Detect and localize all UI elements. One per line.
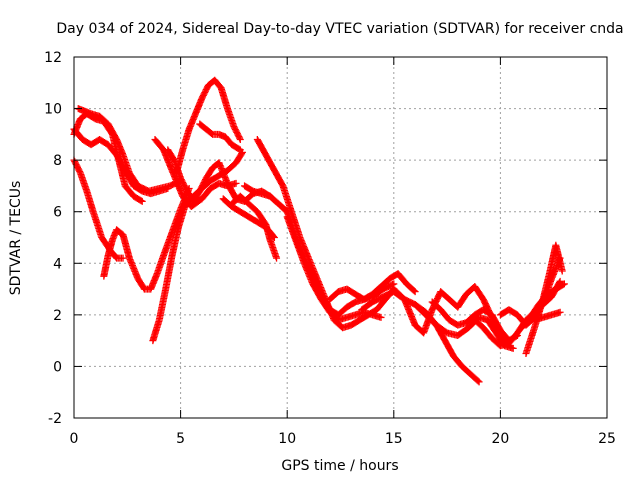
data-point — [164, 185, 172, 193]
data-point — [377, 313, 385, 321]
y-tick-label: 2 — [53, 308, 62, 324]
y-tick-label: 10 — [44, 102, 62, 118]
series-track-19 — [411, 301, 483, 386]
data-point — [410, 287, 418, 295]
data-point — [236, 146, 244, 154]
data-point — [474, 377, 482, 385]
axis-ticks: 0 5 10 15 20 25 -2 0 2 4 6 8 10 12 — [44, 50, 616, 447]
y-axis-label: SDTVAR / TECUs — [8, 181, 24, 296]
data-markers — [70, 76, 568, 386]
x-axis-label: GPS time / hours — [281, 458, 398, 474]
series-track-24 — [518, 280, 568, 332]
data-point — [235, 145, 243, 153]
series-track-1 — [70, 156, 127, 262]
y-tick-label: -2 — [48, 411, 62, 427]
x-tick-label: 10 — [278, 431, 296, 447]
data-point — [238, 150, 246, 158]
series-track-10 — [196, 120, 244, 154]
data-point — [560, 280, 568, 288]
x-tick-label: 20 — [491, 431, 509, 447]
data-point — [411, 288, 419, 296]
grid-lines — [74, 57, 607, 418]
series-track-12 — [228, 192, 281, 262]
series-track-16 — [326, 270, 419, 303]
y-tick-label: 8 — [53, 153, 62, 169]
data-point — [558, 267, 566, 275]
data-point — [137, 197, 145, 205]
x-tick-label: 25 — [598, 431, 616, 447]
data-point — [236, 136, 244, 144]
plot-frame — [73, 56, 608, 419]
data-point — [138, 197, 146, 205]
series-track-15 — [283, 213, 385, 324]
series-track-4 — [70, 125, 172, 198]
y-tick-label: 0 — [53, 359, 62, 375]
data-point — [509, 344, 517, 352]
y-tick-label: 6 — [53, 205, 62, 221]
chart-title: Day 034 of 2024, Sidereal Day-to-day VTE… — [56, 21, 623, 37]
data-point — [273, 254, 281, 262]
y-tick-label: 12 — [44, 50, 62, 66]
series-track-25 — [531, 308, 564, 324]
y-tick-label: 4 — [53, 256, 62, 272]
series-track-23 — [522, 241, 566, 358]
data-point — [119, 254, 127, 262]
data-point — [236, 134, 244, 142]
x-tick-label: 0 — [70, 431, 79, 447]
data-point — [556, 308, 564, 316]
series-track-9 — [172, 76, 244, 177]
data-point — [475, 378, 483, 386]
x-tick-label: 5 — [176, 431, 185, 447]
data-point — [559, 281, 567, 289]
x-tick-label: 15 — [385, 431, 403, 447]
data-point — [232, 179, 240, 187]
